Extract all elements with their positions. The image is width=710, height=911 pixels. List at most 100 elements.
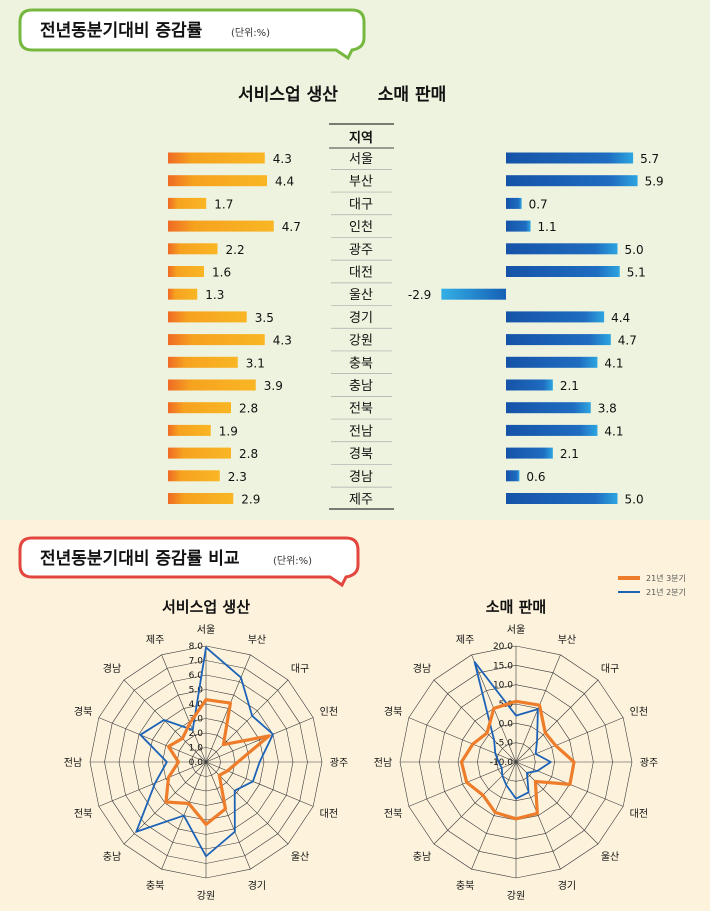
- radar-axis-label: 부산: [558, 634, 576, 646]
- region-label: 충남: [349, 379, 373, 394]
- service-bar: [168, 356, 238, 368]
- service-value-label: 4.3: [273, 152, 292, 166]
- section2-unit: (단위:%): [273, 554, 312, 567]
- retail-bar: [506, 220, 531, 232]
- radar-spoke: [515, 761, 561, 870]
- radar-series-2q: [473, 661, 552, 800]
- service-bar: [168, 175, 267, 187]
- retail-bar: [506, 424, 598, 436]
- service-bar: [168, 447, 231, 459]
- retail-value-label: 4.7: [618, 334, 637, 348]
- region-label: 경기: [349, 311, 373, 326]
- retail-value-label: 2.1: [560, 379, 579, 393]
- retail-value-label: 5.1: [627, 266, 646, 280]
- service-value-label: 2.8: [239, 447, 258, 461]
- service-bar: [168, 379, 256, 391]
- region-label: 경북: [349, 447, 373, 462]
- radar-tick-label: 3.0: [189, 715, 204, 725]
- radar-tick-label: 15.0: [493, 661, 513, 671]
- radar-axis-label: 경북: [384, 705, 402, 718]
- retail-value-label: 5.0: [625, 243, 644, 257]
- service-value-label: 4.7: [282, 220, 301, 234]
- retail-bar: [506, 243, 618, 255]
- radar-spoke: [408, 761, 517, 807]
- service-value-label: 1.7: [214, 197, 233, 211]
- service-bar: [168, 334, 265, 346]
- retail-bar: [506, 379, 553, 391]
- radar-axis-label: 대구: [291, 663, 309, 675]
- retail-value-label: -2.9: [408, 288, 431, 302]
- radar-axis-label: 광주: [640, 757, 658, 769]
- region-label: 광주: [349, 243, 373, 258]
- radar-spoke: [205, 717, 314, 763]
- radar-axis-label: 경북: [74, 705, 92, 718]
- top-section: 전년동분기대비 증감률 (단위:%) 서비스업 생산 소매 판매 지역 서울 4.3 5.…: [0, 0, 710, 520]
- region-label: 제주: [349, 493, 373, 508]
- legend-label-2q: 21년 2분기: [646, 587, 686, 597]
- radar-right-title: 소매 판매: [486, 598, 546, 616]
- section1-title-bubble: 전년동분기대비 증감률 (단위:%): [18, 8, 366, 60]
- region-label: 경남: [349, 470, 373, 485]
- service-value-label: 1.6: [212, 266, 231, 280]
- radar-spoke: [433, 679, 517, 763]
- radar-tick-label: 0.0: [499, 719, 514, 729]
- service-value-label: 3.1: [246, 356, 265, 370]
- retail-bar: [506, 356, 598, 368]
- retail-bar: [506, 402, 591, 414]
- legend-label-3q: 21년 3분기: [646, 573, 686, 583]
- service-value-label: 4.4: [275, 175, 294, 189]
- retail-value-label: 4.4: [611, 311, 630, 325]
- service-bar: [168, 493, 234, 504]
- retail-value-label: 0.7: [529, 197, 548, 211]
- radar-tick-label: -5.0: [495, 739, 513, 749]
- radar-series-3q: [164, 698, 271, 826]
- radar-axis-label: 충북: [146, 880, 164, 892]
- radar-tick-label: 5.0: [189, 686, 204, 696]
- radar-axis-label: 서울: [507, 624, 525, 636]
- radar-axis-label: 강원: [507, 890, 525, 902]
- radar-tick-label: 0.0: [189, 758, 204, 768]
- radar-spoke: [515, 679, 599, 763]
- radar-tick-label: 10.0: [493, 681, 513, 691]
- radar-spoke: [98, 717, 207, 763]
- radar-axis-label: 제주: [456, 634, 474, 646]
- retail-value-label: 3.8: [598, 402, 617, 416]
- service-bar: [168, 311, 247, 323]
- service-value-label: 2.3: [228, 470, 247, 484]
- region-label: 서울: [349, 152, 373, 167]
- radar-spoke: [98, 761, 207, 807]
- radar-series-2q: [135, 646, 274, 858]
- radar-spoke: [205, 679, 289, 763]
- radar-spoke: [161, 654, 207, 763]
- region-label: 인천: [349, 220, 373, 235]
- service-value-label: 4.3: [273, 334, 292, 348]
- retail-bar: [506, 152, 634, 164]
- radar-left-title: 서비스업 생산: [162, 598, 250, 616]
- radar-axis-label: 충북: [456, 880, 474, 892]
- radar-spoke: [515, 761, 599, 845]
- service-value-label: 1.3: [205, 288, 224, 302]
- radar-axis-label: 부산: [248, 634, 266, 646]
- retail-bar: [506, 334, 611, 346]
- region-label: 대구: [349, 197, 373, 212]
- service-bar: [168, 424, 211, 436]
- retail-value-label: 4.1: [604, 424, 623, 438]
- radar-axis-label: 전북: [384, 808, 402, 820]
- radar-axis-label: 서울: [197, 624, 215, 636]
- radar-axis-label: 대전: [630, 808, 648, 820]
- radar-axis-label: 울산: [601, 851, 619, 863]
- retail-value-label: 2.1: [560, 447, 579, 461]
- retail-value-label: 1.1: [538, 220, 557, 234]
- radar-axis-label: 전남: [374, 757, 392, 769]
- radar-axis-label: 광주: [330, 757, 348, 769]
- service-header: 서비스업 생산: [238, 85, 338, 105]
- section2-title-bubble: [18, 536, 360, 588]
- service-value-label: 2.9: [241, 493, 260, 507]
- radar-tick-label: 2.0: [189, 729, 204, 739]
- radar-spoke: [515, 717, 624, 763]
- radar-tick-label: 8.0: [189, 642, 204, 652]
- radar-series-3q: [459, 699, 576, 821]
